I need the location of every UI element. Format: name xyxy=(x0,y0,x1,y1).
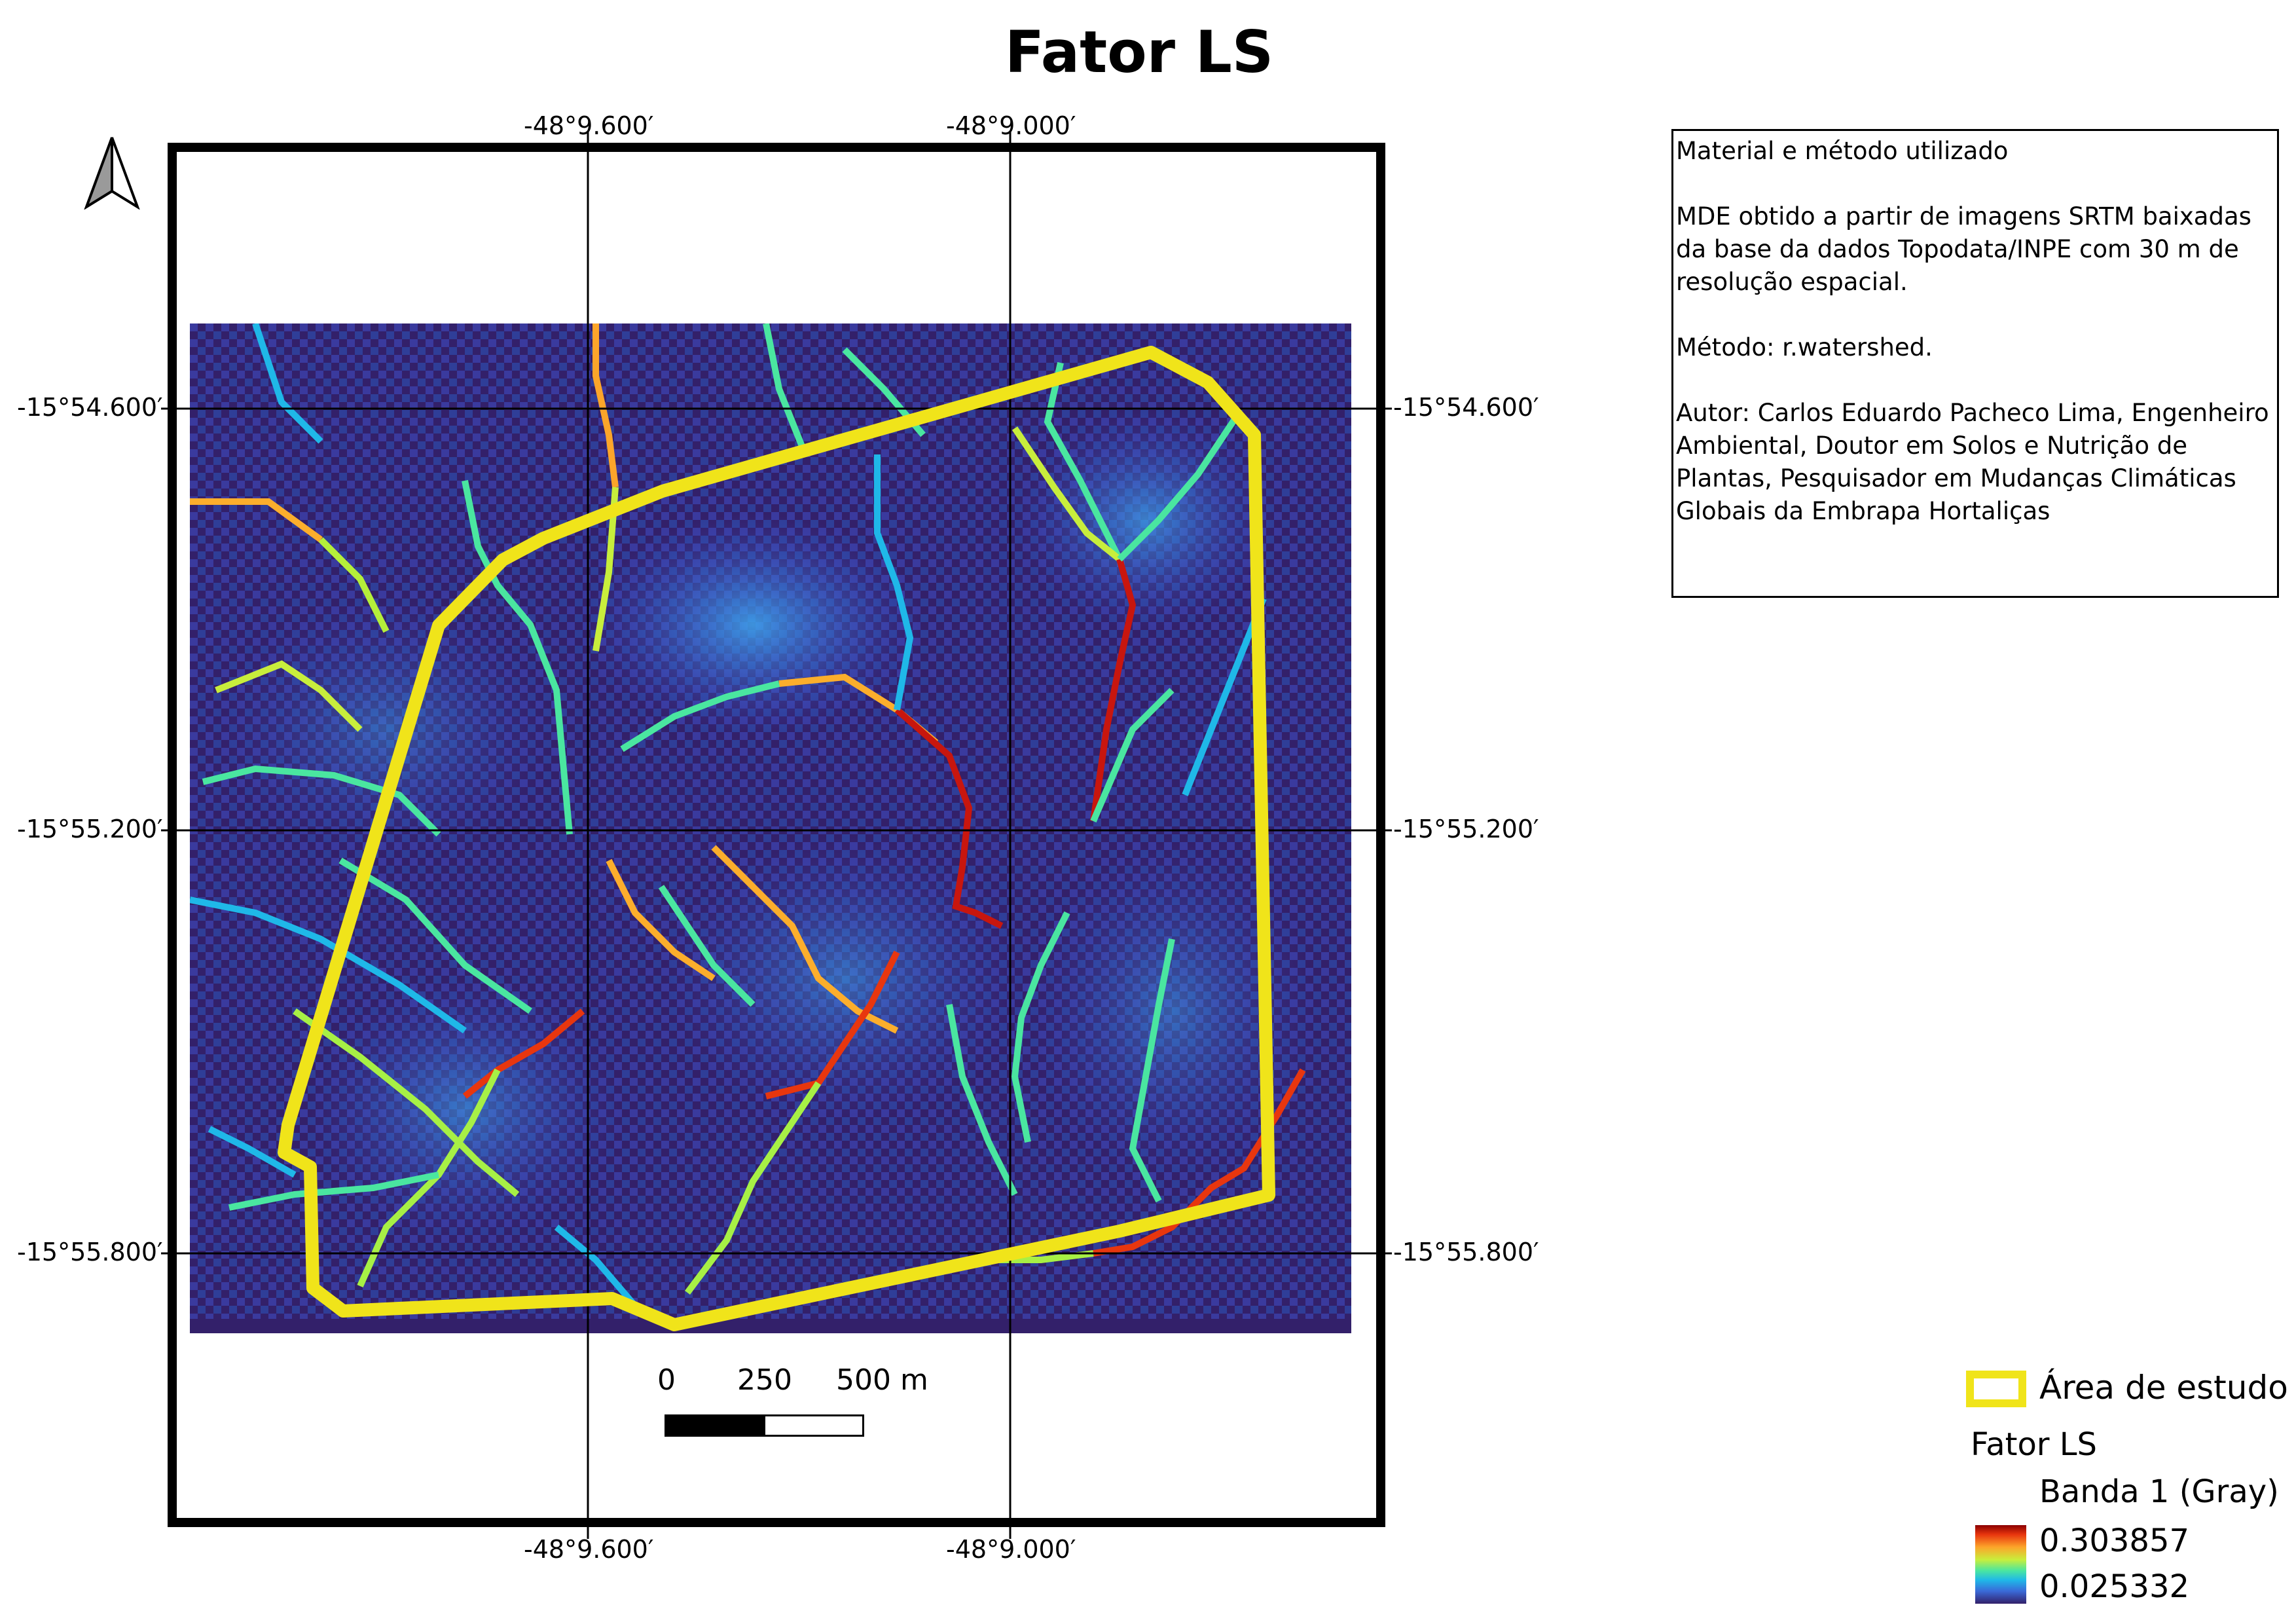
scale-bar-black-segment xyxy=(665,1414,765,1437)
coord-right-2: -15°55.200′ xyxy=(1393,815,1539,843)
scale-label-0: 0 xyxy=(657,1363,676,1397)
legend-min-value: 0.025332 xyxy=(2039,1568,2190,1605)
coord-right-1: -15°54.600′ xyxy=(1393,393,1539,422)
coord-top-2: -48°9.000′ xyxy=(946,111,1076,140)
scale-label-500: 500 m xyxy=(836,1363,928,1397)
map-title: Fator LS xyxy=(1004,18,1274,86)
coord-right-3: -15°55.800′ xyxy=(1393,1238,1539,1266)
coord-left-1: -15°54.600′ xyxy=(17,393,163,422)
legend-band-label: Banda 1 (Gray) xyxy=(2039,1473,2279,1510)
coord-top-1: -48°9.600′ xyxy=(524,111,654,140)
scale-label-250: 250 xyxy=(737,1363,792,1397)
info-box: Material e método utilizado MDE obtido a… xyxy=(1671,129,2279,598)
color-ramp-swatch xyxy=(1975,1525,2026,1604)
info-author: Autor: Carlos Eduardo Pacheco Lima, Enge… xyxy=(1676,399,2269,525)
info-method: Método: r.watershed. xyxy=(1676,333,1933,361)
info-source: MDE obtido a partir de imagens SRTM baix… xyxy=(1676,202,2251,296)
scale-bar-white-segment xyxy=(763,1414,864,1437)
legend-max-value: 0.303857 xyxy=(2039,1522,2190,1559)
legend-study-area-label: Área de estudo xyxy=(2039,1369,2288,1407)
coord-bottom-2: -48°9.000′ xyxy=(946,1535,1076,1564)
info-heading: Material e método utilizado xyxy=(1676,137,2009,165)
north-arrow-icon xyxy=(84,137,140,210)
coord-left-3: -15°55.800′ xyxy=(17,1238,163,1266)
study-area-legend-swatch xyxy=(1966,1371,2026,1407)
coord-left-2: -15°55.200′ xyxy=(17,815,163,843)
legend-layer-title: Fator LS xyxy=(1971,1426,2098,1463)
ls-factor-raster xyxy=(190,323,1351,1333)
coord-bottom-1: -48°9.600′ xyxy=(524,1535,654,1564)
